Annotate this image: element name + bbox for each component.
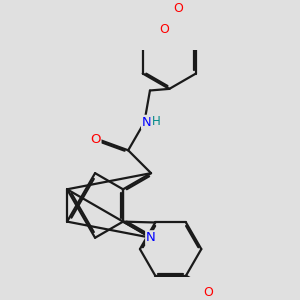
Text: O: O [90,133,101,146]
Text: N: N [146,231,156,244]
Text: H: H [152,115,160,128]
Text: O: O [160,23,169,36]
Text: N: N [142,116,152,129]
Text: O: O [173,2,183,15]
Text: O: O [203,286,213,299]
